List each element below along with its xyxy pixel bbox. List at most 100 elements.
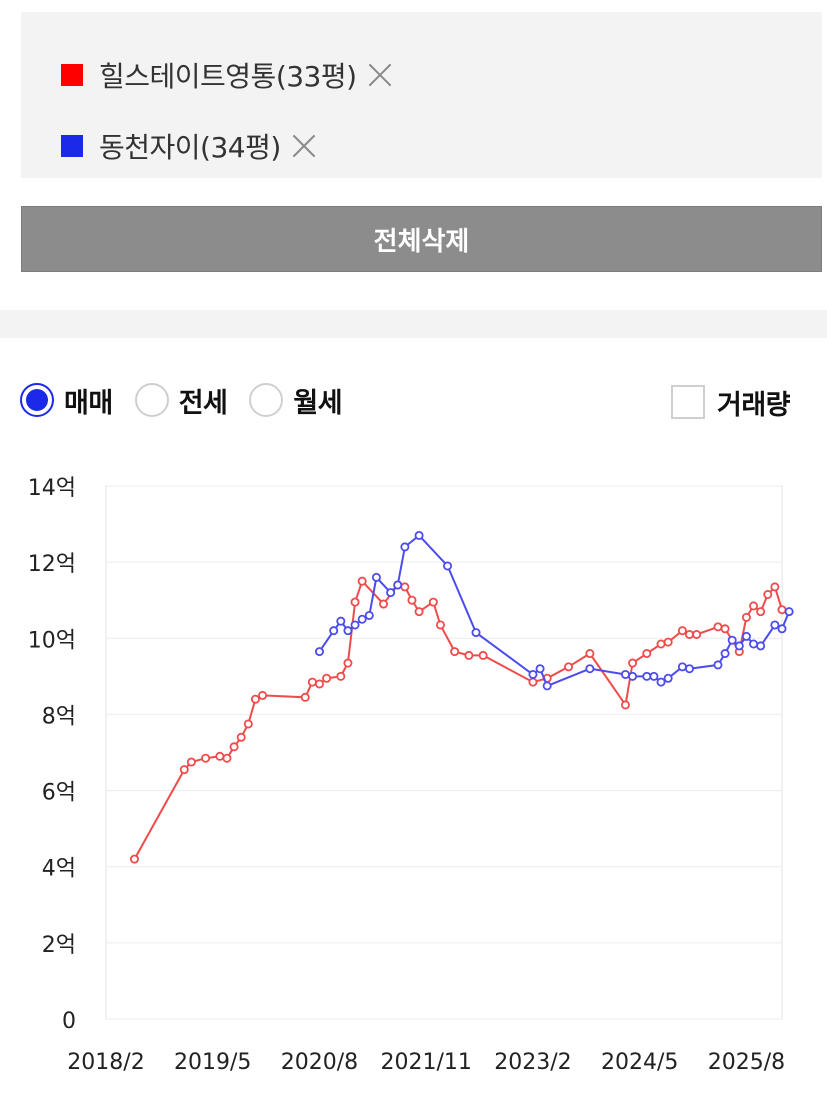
- data-point: [720, 624, 730, 634]
- data-point: [749, 639, 759, 649]
- data-point: [243, 719, 253, 729]
- data-point: [741, 612, 751, 622]
- y-tick-label: 4억: [42, 857, 76, 882]
- delete-all-button[interactable]: 전체삭제: [21, 206, 822, 272]
- data-point: [642, 649, 652, 659]
- radio-monthly-rent[interactable]: 월세: [249, 381, 343, 420]
- radio-jeonse[interactable]: 전세: [134, 381, 228, 420]
- data-point: [400, 542, 410, 552]
- data-point: [414, 607, 424, 617]
- data-point: [663, 673, 673, 683]
- data-point: [542, 681, 552, 691]
- x-tick-label: 2020/8: [281, 1050, 358, 1075]
- compare-list: 힐스테이트영통(33평) 동천자이(34평): [21, 12, 822, 178]
- data-point: [379, 599, 389, 609]
- data-point: [357, 576, 367, 586]
- data-point: [371, 572, 381, 582]
- data-point: [179, 765, 189, 775]
- data-point: [692, 629, 702, 639]
- data-point: [677, 662, 687, 672]
- y-tick-label: 6억: [42, 781, 76, 806]
- data-point: [471, 628, 481, 638]
- data-point: [314, 647, 324, 657]
- x-tick-label: 2025/8: [708, 1050, 785, 1075]
- data-point: [300, 692, 310, 702]
- x-tick-label: 2018/2: [67, 1050, 144, 1075]
- data-point: [343, 626, 353, 636]
- data-point: [663, 637, 673, 647]
- radio-label-jeonse: 전세: [178, 387, 228, 419]
- data-point: [528, 669, 538, 679]
- data-point: [585, 664, 595, 674]
- data-point: [393, 580, 403, 590]
- data-point: [215, 751, 225, 761]
- radio-button-jeonse[interactable]: [134, 383, 169, 417]
- radio-sale[interactable]: 매매: [20, 381, 113, 420]
- data-point: [727, 635, 737, 645]
- close-icon[interactable]: [365, 60, 395, 90]
- data-point: [770, 582, 780, 592]
- radio-button-monthly-rent[interactable]: [249, 383, 284, 417]
- y-tick-label: 14억: [28, 476, 76, 501]
- data-point: [749, 601, 759, 611]
- data-point: [357, 614, 367, 624]
- x-tick-label: 2021/11: [381, 1050, 472, 1075]
- compare-item-1: 힐스테이트영통(33평): [61, 55, 395, 95]
- data-point: [585, 649, 595, 659]
- data-point: [628, 658, 638, 668]
- data-point: [777, 605, 787, 615]
- data-point: [684, 629, 694, 639]
- data-point: [386, 588, 396, 598]
- section-divider: [0, 310, 827, 338]
- data-point: [656, 677, 666, 687]
- data-point: [478, 650, 488, 660]
- volume-label: 거래량: [717, 389, 791, 421]
- data-point: [222, 753, 232, 763]
- series-color-swatch-1: [61, 64, 83, 86]
- data-point: [464, 650, 474, 660]
- data-point: [642, 671, 652, 681]
- data-point: [400, 582, 410, 592]
- data-point: [564, 662, 574, 672]
- price-chart-svg: 0 2억 4억 6억 8억 10억 12억 14억 2018/2 2019/5 2020/8 2021…: [28, 476, 794, 1075]
- data-point: [620, 700, 630, 710]
- x-tick-label: 2024/5: [601, 1050, 678, 1075]
- price-chart: 0 2억 4억 6억 8억 10억 12억 14억 2018/2 2019/5 2020/8 2021…: [0, 460, 827, 1080]
- radio-button-sale[interactable]: [20, 383, 54, 417]
- data-point: [201, 753, 211, 763]
- compare-item-label-2: 동천자이(34평): [99, 131, 281, 164]
- radio-label-monthly-rent: 월세: [293, 387, 343, 419]
- data-point: [129, 854, 139, 864]
- y-tick-label: 10억: [28, 628, 76, 653]
- series-line-1: [133, 579, 783, 860]
- data-point: [684, 664, 694, 674]
- data-point: [314, 679, 324, 689]
- data-point: [186, 757, 196, 767]
- volume-toggle[interactable]: 거래량: [671, 382, 791, 422]
- volume-checkbox[interactable]: [671, 385, 705, 419]
- y-tick-label: 2억: [42, 933, 76, 958]
- data-point: [236, 732, 246, 742]
- data-point: [407, 595, 417, 605]
- data-point: [364, 610, 374, 620]
- data-point: [307, 677, 317, 687]
- data-point: [336, 671, 346, 681]
- deal-type-filter: 매매 전세 월세: [20, 378, 364, 422]
- data-point: [250, 694, 260, 704]
- data-point: [777, 624, 787, 634]
- data-point: [756, 641, 766, 651]
- y-tick-label: 12억: [28, 552, 76, 577]
- x-tick-label: 2023/2: [494, 1050, 571, 1075]
- data-point: [784, 607, 794, 617]
- y-tick-label: 0: [62, 1009, 76, 1034]
- compare-item-label-1: 힐스테이트영통(33평): [99, 60, 357, 93]
- data-point: [620, 669, 630, 679]
- data-point: [435, 620, 445, 630]
- data-point: [763, 590, 773, 600]
- radio-label-sale: 매매: [64, 387, 113, 419]
- compare-item-2: 동천자이(34평): [61, 126, 319, 166]
- data-point: [329, 626, 339, 636]
- close-icon[interactable]: [289, 131, 319, 161]
- data-point: [343, 658, 353, 668]
- data-point: [428, 597, 438, 607]
